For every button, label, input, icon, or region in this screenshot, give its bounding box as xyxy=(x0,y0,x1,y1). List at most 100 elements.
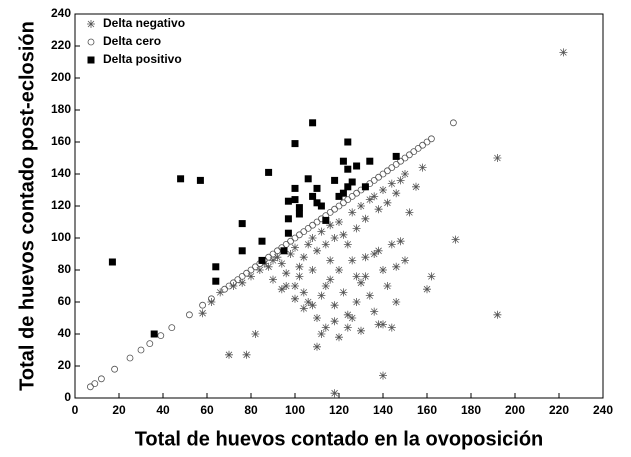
point xyxy=(150,330,158,338)
point xyxy=(238,247,246,255)
point xyxy=(269,275,277,284)
point xyxy=(234,276,242,284)
point xyxy=(251,263,259,271)
point xyxy=(309,119,317,127)
x-tick-label: 100 xyxy=(285,403,305,417)
point xyxy=(370,307,379,316)
point xyxy=(295,231,303,239)
point xyxy=(282,269,291,278)
x-tick-label: 220 xyxy=(549,403,569,417)
point xyxy=(207,295,215,303)
point xyxy=(309,221,317,229)
point xyxy=(365,291,374,300)
y-tick-label: 40 xyxy=(58,326,72,340)
point xyxy=(451,235,460,244)
point xyxy=(269,256,277,265)
point xyxy=(291,294,299,303)
point xyxy=(397,157,405,165)
y-axis-label: Total de huevos contado post-eclosión xyxy=(16,21,38,391)
point xyxy=(414,144,422,152)
point xyxy=(273,253,282,262)
point xyxy=(343,323,352,332)
point xyxy=(322,216,330,224)
point xyxy=(291,282,299,290)
point xyxy=(396,176,405,185)
point xyxy=(339,230,348,239)
point xyxy=(326,256,335,265)
point xyxy=(251,330,260,338)
point xyxy=(321,282,330,290)
point xyxy=(405,151,413,159)
point xyxy=(418,163,427,172)
point xyxy=(330,234,339,242)
point xyxy=(304,175,312,183)
point xyxy=(383,198,392,207)
point xyxy=(212,277,220,285)
point xyxy=(379,170,387,178)
point xyxy=(87,383,94,391)
point xyxy=(313,184,321,192)
point xyxy=(212,263,220,271)
x-tick-label: 200 xyxy=(505,403,525,417)
point xyxy=(559,48,568,57)
point xyxy=(238,220,246,228)
x-tick-label: 140 xyxy=(373,403,393,417)
point xyxy=(284,215,292,223)
y-tick-label: 120 xyxy=(51,198,71,212)
point xyxy=(321,240,330,249)
point xyxy=(375,173,383,181)
point xyxy=(344,165,352,173)
point xyxy=(255,266,264,274)
y-tick-label: 20 xyxy=(58,358,72,372)
point xyxy=(221,285,229,293)
point xyxy=(383,167,391,175)
point xyxy=(291,243,299,252)
point xyxy=(313,199,321,207)
point xyxy=(225,282,233,290)
y-tick-label: 160 xyxy=(51,134,71,148)
point xyxy=(335,266,343,274)
point xyxy=(348,314,357,322)
x-tick-label: 20 xyxy=(112,403,126,417)
point xyxy=(295,272,304,281)
legend-label: Delta cero xyxy=(103,34,161,48)
point xyxy=(177,175,185,183)
x-tick-label: 40 xyxy=(156,403,170,417)
point xyxy=(379,186,387,194)
point xyxy=(199,301,207,309)
point xyxy=(313,314,321,322)
point xyxy=(331,176,339,184)
point xyxy=(352,224,361,233)
point xyxy=(299,304,308,313)
point xyxy=(387,179,396,188)
point xyxy=(357,202,365,210)
point xyxy=(277,285,286,294)
point xyxy=(284,229,292,237)
point xyxy=(423,285,431,294)
point xyxy=(258,237,266,245)
x-tick-label: 120 xyxy=(329,403,349,417)
point xyxy=(379,371,387,380)
point xyxy=(392,298,401,306)
y-tick-label: 180 xyxy=(51,102,71,116)
point xyxy=(361,183,369,191)
point xyxy=(392,152,400,160)
x-tick-label: 240 xyxy=(593,403,613,417)
point xyxy=(427,135,435,143)
point xyxy=(370,176,378,184)
point xyxy=(348,208,357,217)
point xyxy=(280,247,288,255)
point xyxy=(304,298,313,306)
point xyxy=(291,184,299,192)
point xyxy=(370,250,379,258)
point xyxy=(339,189,347,197)
point xyxy=(243,269,251,277)
y-tick-label: 220 xyxy=(51,38,71,52)
point xyxy=(357,326,365,335)
y-tick-label: 140 xyxy=(51,166,71,180)
y-tick-label: 60 xyxy=(58,294,72,308)
point xyxy=(185,311,193,319)
point xyxy=(427,272,436,281)
point xyxy=(379,320,387,329)
point xyxy=(344,183,352,191)
